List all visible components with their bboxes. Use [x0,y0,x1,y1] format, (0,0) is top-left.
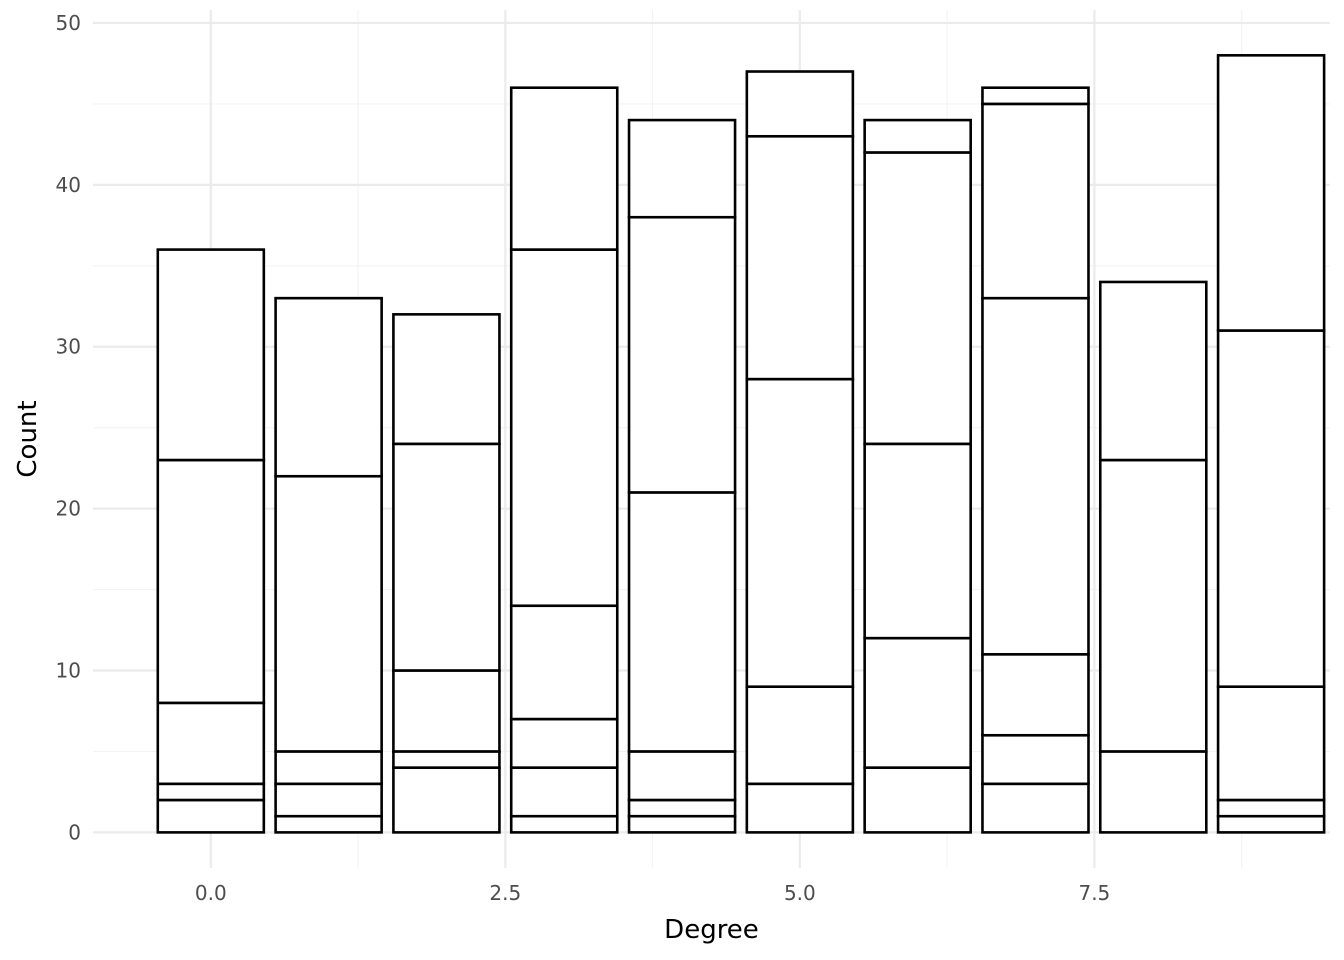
bar-segment [745,70,855,138]
y-tick-label: 10 [56,658,81,682]
bar-segment [274,296,383,478]
x-tick-label: 0.0 [195,881,227,905]
bar-segment [863,442,972,640]
bar-segment [509,248,619,608]
bar-segment [1216,685,1326,802]
x-tick-label: 2.5 [489,881,521,905]
bar-segment [627,814,737,834]
bar-segment [1098,458,1208,753]
bar-segment [392,669,501,753]
bar-segment [1216,798,1326,818]
y-tick-label: 30 [56,335,81,359]
bar-segment [745,134,855,381]
y-axis-ticks: 0 10 20 30 40 50 [56,11,81,844]
bar-stack [392,313,501,834]
bar-segment [745,685,855,786]
bar-stack [627,118,737,834]
bar-segment [981,733,1090,786]
bar-stack [1216,54,1326,834]
bar-segment [1216,54,1326,332]
x-axis-title: Degree [664,915,759,945]
bar-segment [1098,750,1208,834]
bar-segment [509,604,619,721]
bar-segment [509,766,619,818]
bar-segment [509,717,619,769]
bar-segment [627,215,737,494]
y-tick-label: 20 [56,497,81,521]
bar-segment [627,491,737,753]
bar-segment [627,798,737,818]
bar-segment [156,798,266,834]
bar-segment [156,248,266,462]
bar-segment [1216,329,1326,688]
bar-segment [392,442,501,672]
bar-segment [392,313,501,446]
bar-segment [274,814,383,834]
bar-segment [156,701,266,786]
bar-segment [1216,814,1326,834]
bar-stack [745,70,855,834]
bar-segment [981,296,1090,656]
bar-segment [863,766,972,834]
bar-segment [392,766,501,834]
bar-segment [981,102,1090,300]
bar-segment [274,474,383,753]
x-tick-label: 5.0 [784,881,816,905]
bar-stack [274,296,383,834]
bar-segment [863,118,972,154]
y-tick-label: 50 [56,11,81,35]
bar-segment [274,750,383,786]
y-tick-label: 0 [68,820,81,844]
bar-stack [863,118,972,834]
bar-segment [745,377,855,688]
x-axis-ticks: 0.0 2.5 5.0 7.5 [195,881,1110,905]
bar-segment [981,86,1090,106]
bar-stack [1098,280,1208,834]
bar-segment [156,458,266,705]
bar-segment [863,151,972,446]
bar-segment [863,636,972,769]
bar-stack [156,248,266,834]
bar-segment [627,118,737,219]
bar-segment [1098,280,1208,462]
bar-stack [981,86,1090,834]
bar-segment [156,782,266,802]
bar-segment [745,782,855,834]
bar-stack [509,86,619,834]
bar-segment [509,814,619,834]
y-axis-title: Count [13,400,43,477]
bar-segment [274,782,383,818]
y-tick-label: 40 [56,173,81,197]
bar-segment [509,86,619,251]
x-tick-label: 7.5 [1078,881,1110,905]
bar-segment [981,782,1090,834]
bar-segment [392,750,501,769]
bar-segment [627,750,737,802]
bars [156,54,1326,834]
bar-segment [981,653,1090,737]
